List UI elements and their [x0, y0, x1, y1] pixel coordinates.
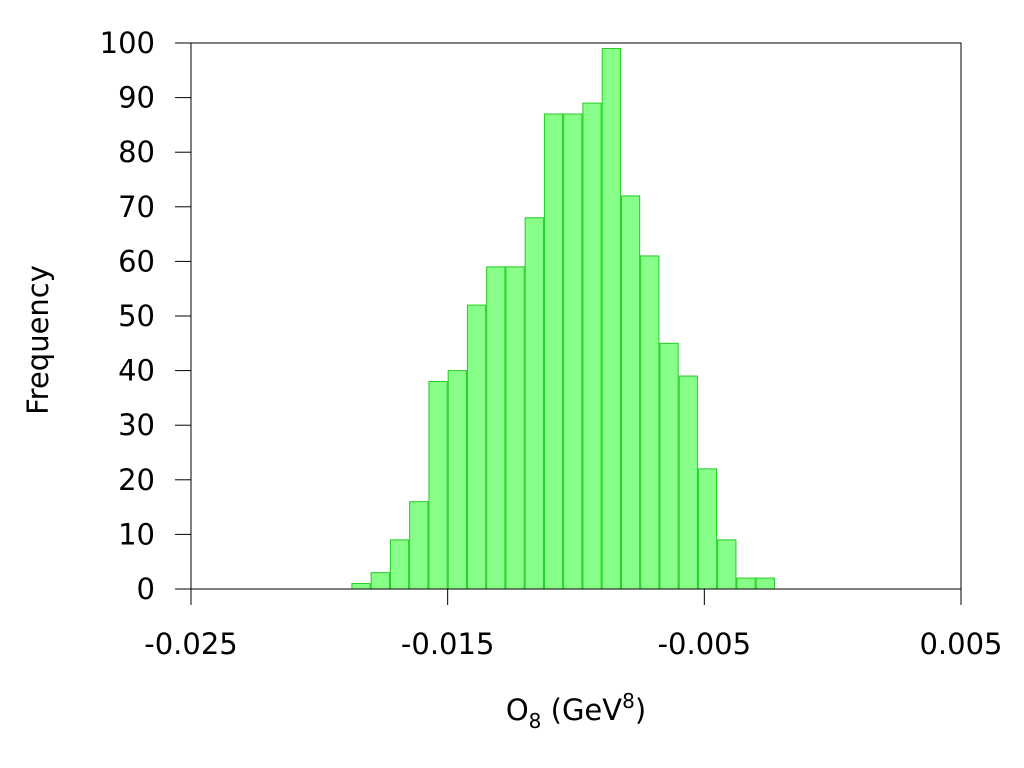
histogram-bar-12 [582, 102, 602, 590]
histogram-bar-6 [466, 304, 487, 590]
histogram-bar-1 [370, 572, 390, 590]
y-axis: 0 10 20 30 40 50 60 70 80 90 100 [100, 26, 191, 606]
y-tick-label-6: 60 [118, 244, 155, 278]
histogram-bar-9 [524, 217, 544, 590]
histogram-bar-18 [697, 468, 718, 590]
y-tick-label-3: 30 [118, 408, 155, 442]
x-axis-label-base-subscript: 8 [529, 709, 542, 733]
y-tick-label-8: 80 [118, 135, 155, 169]
y-tick-label-1: 10 [118, 517, 155, 551]
histogram-bar-3 [409, 501, 429, 590]
y-tick-label-2: 20 [118, 463, 155, 497]
x-tick-label-0: -0.025 [144, 627, 238, 661]
x-tick-label-3: 0.005 [919, 627, 1002, 661]
histogram-bar-20 [736, 577, 756, 590]
histogram-bar-5 [447, 370, 467, 590]
histogram-bar-15 [640, 255, 660, 590]
x-axis-label-unit-close: ) [635, 693, 646, 727]
histogram-bar-10 [543, 113, 564, 590]
histogram-bar-14 [620, 195, 641, 590]
x-axis-label-unit-superscript: 8 [622, 689, 635, 713]
histogram-bar-8 [505, 266, 525, 590]
y-tick-label-10: 100 [100, 26, 155, 60]
histogram-bars [351, 47, 775, 590]
x-axis-label-unit-open: (GeV [541, 693, 622, 727]
histogram-bar-21 [755, 577, 775, 590]
histogram-bar-19 [717, 539, 737, 590]
histogram-bar-11 [563, 113, 583, 590]
histogram-bar-7 [486, 266, 506, 590]
x-tick-label-1: -0.015 [401, 627, 495, 661]
x-tick-label-2: -0.005 [658, 627, 752, 661]
histogram-bar-16 [659, 342, 679, 590]
y-tick-label-7: 70 [118, 190, 155, 224]
y-tick-label-9: 90 [118, 81, 155, 115]
histogram-bar-2 [389, 539, 410, 590]
x-axis: -0.025 -0.015 -0.005 0.005 [144, 589, 1003, 661]
x-axis-label: O8 (GeV8) [506, 689, 646, 733]
histogram-bar-17 [678, 375, 698, 590]
y-tick-label-4: 40 [118, 354, 155, 388]
y-tick-label-5: 50 [118, 299, 155, 333]
y-axis-label: Frequency [21, 265, 55, 415]
y-tick-label-0: 0 [137, 572, 155, 606]
histogram-bar-0 [351, 583, 371, 590]
histogram-bar-4 [428, 381, 448, 590]
x-axis-label-base: O [506, 693, 529, 727]
histogram-bar-13 [601, 47, 621, 590]
